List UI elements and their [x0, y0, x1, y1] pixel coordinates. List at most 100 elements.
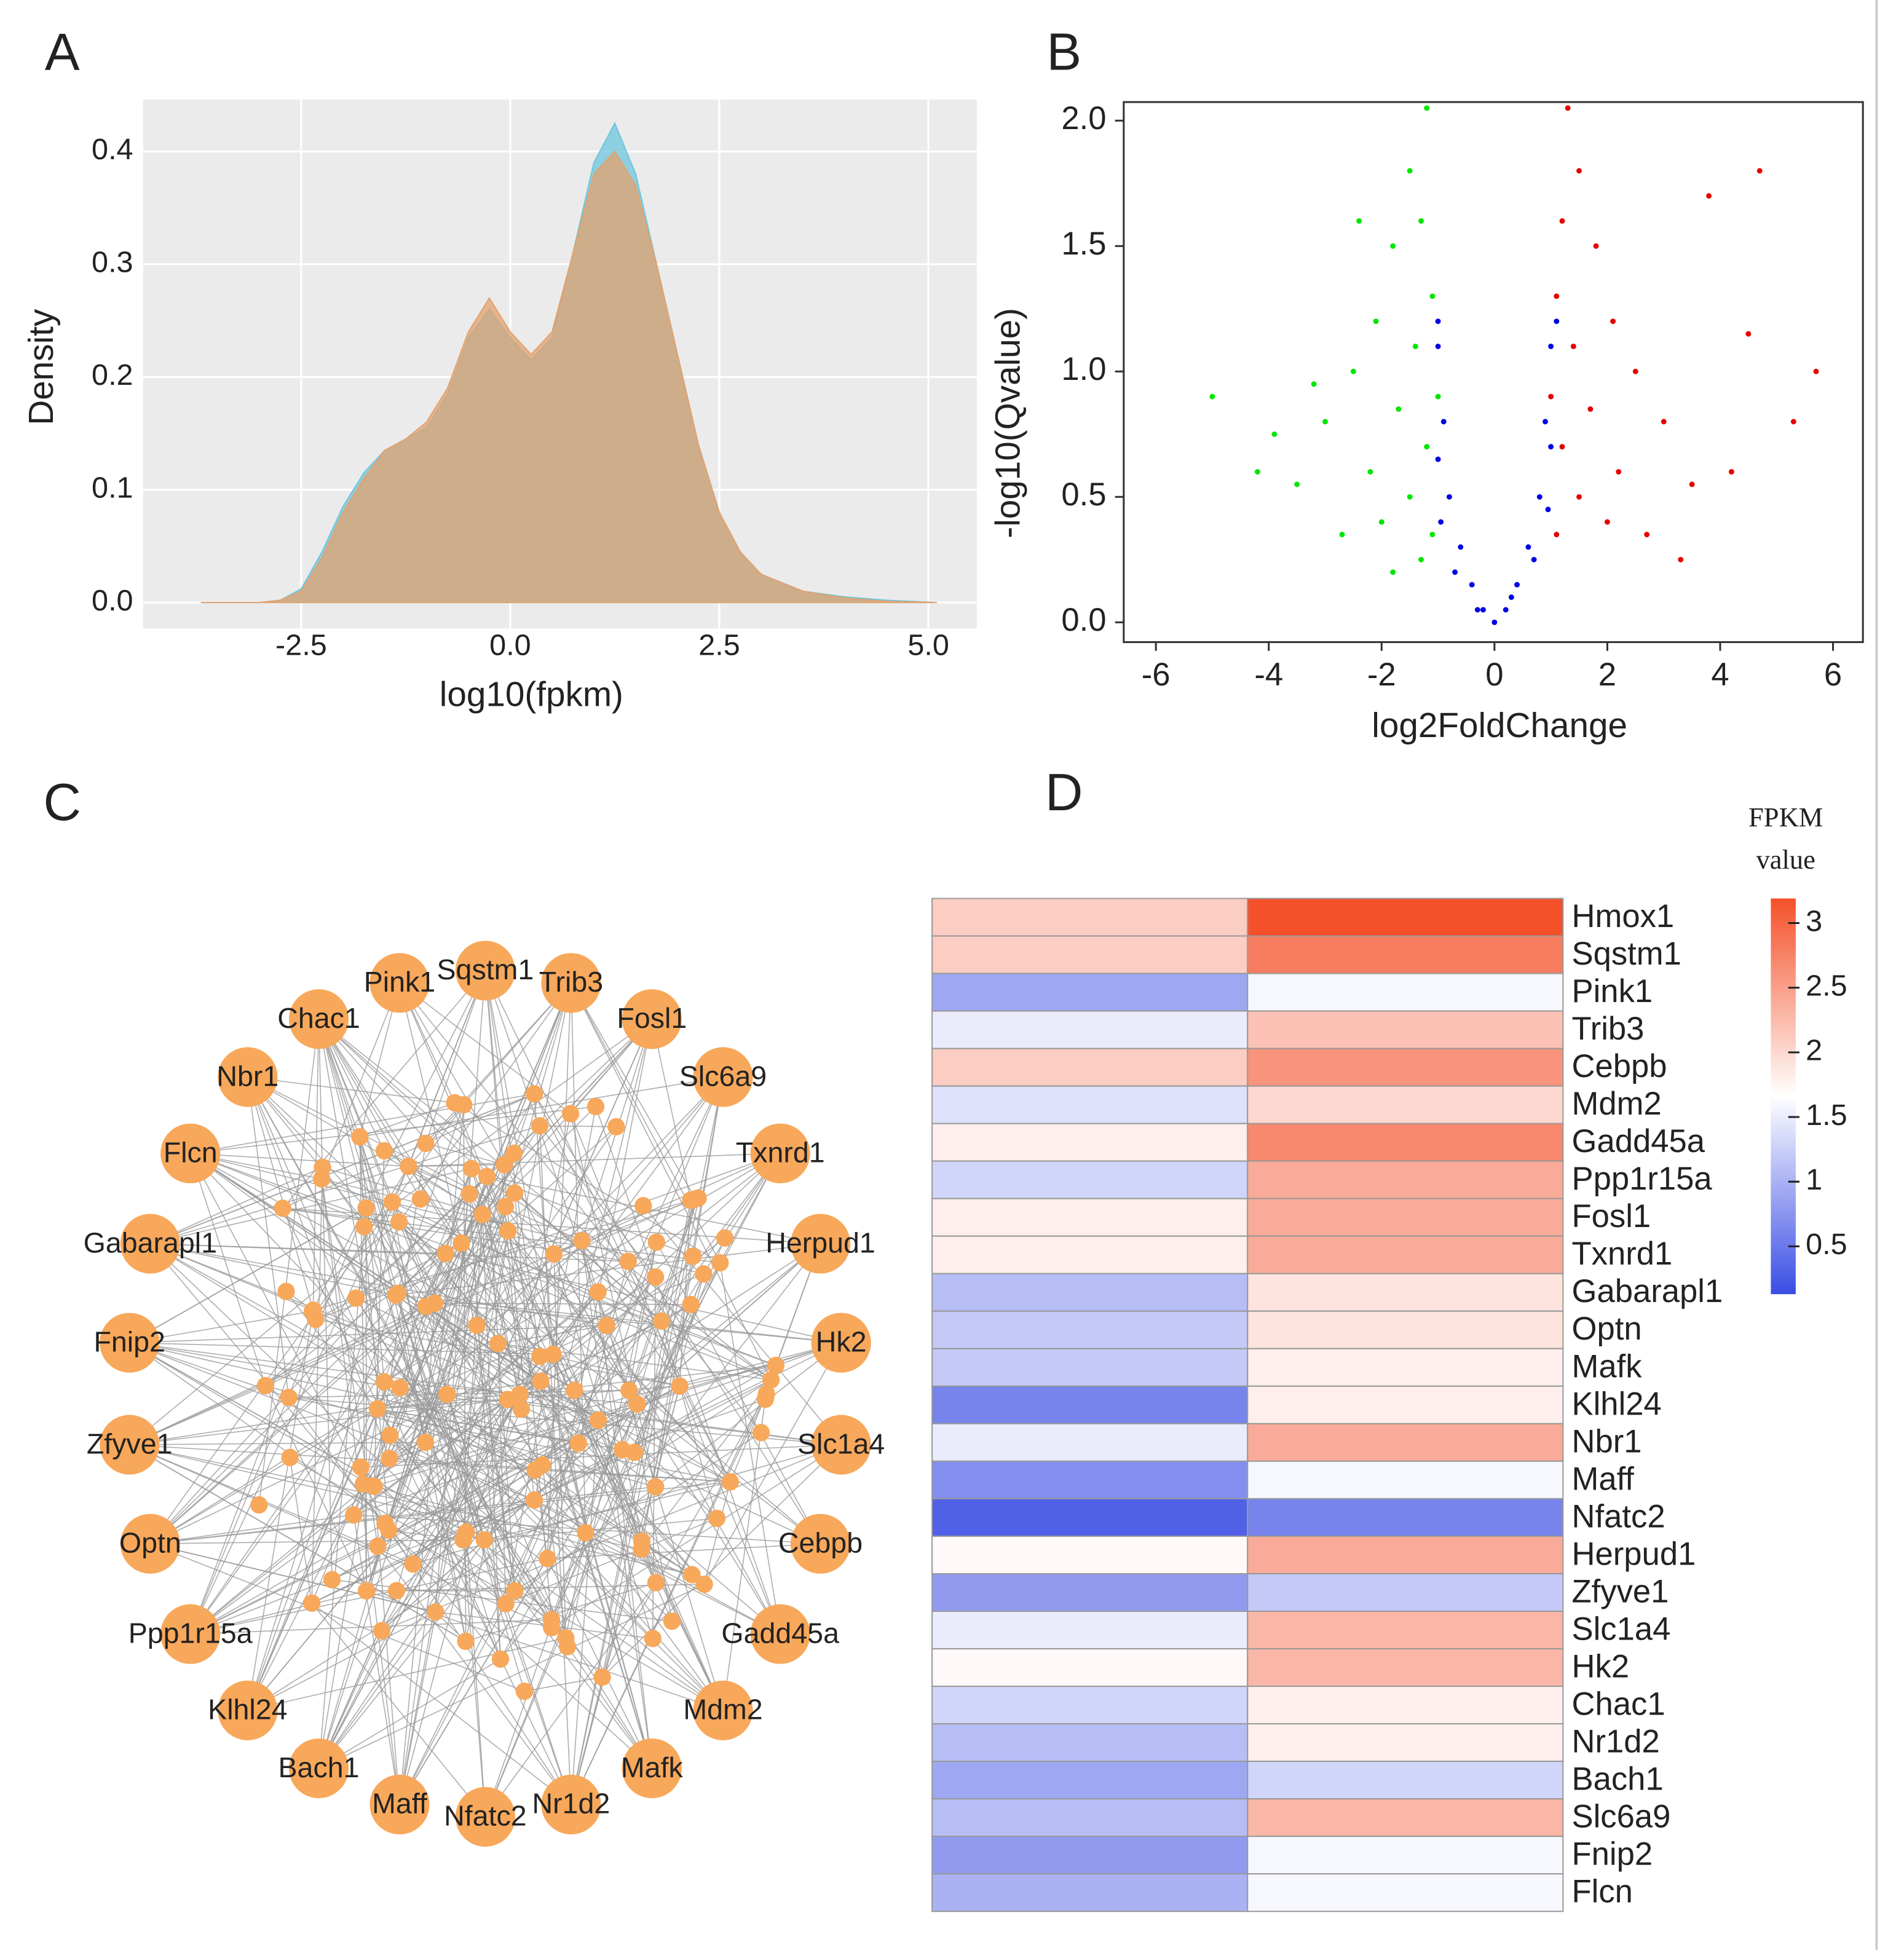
gene-node [160, 1604, 221, 1664]
edge [150, 1543, 525, 1692]
row-label: Gabarapl1 [1572, 1273, 1723, 1309]
heat-cell [1247, 973, 1564, 1012]
edge [679, 1365, 776, 1387]
small-node [496, 1156, 513, 1174]
small-node [387, 1582, 406, 1600]
edge [547, 1558, 653, 1769]
point [1576, 494, 1582, 500]
colorbar-title-box: FPKM value [1748, 802, 1823, 875]
edge [150, 1243, 396, 1296]
density-area [200, 150, 937, 604]
edge [598, 1242, 657, 1421]
heat-cell [1247, 1085, 1564, 1124]
edge [519, 1292, 599, 1395]
edge [318, 1019, 488, 1177]
point [1435, 456, 1441, 462]
panel-letter: C [44, 773, 81, 832]
gene-label: Txnrd1 [736, 1137, 825, 1169]
point [1514, 582, 1520, 588]
gene-label: Pink1 [364, 966, 435, 998]
edge [129, 1342, 520, 1395]
edge [289, 1457, 312, 1603]
edge [468, 1194, 501, 1659]
x-tick-label: 0 [1485, 657, 1503, 693]
gene-node [790, 1214, 851, 1274]
edge [703, 1482, 731, 1585]
heat-cell [931, 1836, 1249, 1875]
small-node [634, 1197, 652, 1215]
edge [539, 1356, 653, 1769]
small-node [526, 1461, 544, 1479]
heat-cell [1247, 1498, 1564, 1537]
edge [318, 1356, 540, 1769]
point [1790, 419, 1796, 425]
edge [282, 1093, 535, 1209]
edge [622, 1399, 766, 1450]
point [1491, 619, 1498, 625]
point [1745, 331, 1752, 337]
heat-cell [931, 1610, 1249, 1650]
small-node [390, 1213, 408, 1231]
small-node [376, 1373, 393, 1391]
edge [190, 1093, 535, 1154]
row-label: Chac1 [1572, 1686, 1665, 1722]
y-tick-label: 0.2 [92, 358, 133, 392]
edge [290, 1457, 724, 1711]
edge [150, 1486, 656, 1544]
small-node [478, 1167, 496, 1185]
heat-cell [1247, 1648, 1564, 1688]
edge [641, 1076, 724, 1550]
gene-node [622, 1738, 682, 1799]
small-node [683, 1566, 701, 1584]
heat-cell [931, 1198, 1249, 1237]
point [1610, 318, 1616, 325]
heat-cell [1247, 898, 1564, 937]
edge [150, 1243, 607, 1326]
edge [553, 1253, 638, 1405]
edge [465, 1582, 657, 1642]
heat-cell [1247, 1573, 1564, 1612]
small-node [577, 1523, 595, 1542]
edge [484, 1273, 705, 1817]
heat-cell [931, 1160, 1249, 1199]
small-node [351, 1128, 369, 1146]
edge [392, 1201, 772, 1381]
edge [484, 1198, 699, 1817]
small-node [545, 1245, 563, 1263]
edge [363, 1019, 652, 1228]
gene-label: Fnip2 [93, 1326, 165, 1358]
point [1616, 469, 1622, 475]
edge [408, 970, 486, 1167]
x-tick-label: -2.5 [275, 628, 327, 661]
edge [571, 982, 772, 1380]
edge [190, 1153, 409, 1167]
edge [355, 1297, 731, 1483]
small-node [525, 1491, 543, 1509]
edge [722, 1399, 766, 1711]
gene-label: Mafk [621, 1751, 684, 1783]
small-node [531, 1348, 549, 1365]
edge [719, 1262, 781, 1635]
gene-node [811, 1312, 871, 1373]
edge [247, 1168, 472, 1711]
small-node [380, 1522, 398, 1539]
small-node [682, 1191, 700, 1209]
small-node [355, 1218, 373, 1236]
edge [360, 1102, 455, 1138]
edge [524, 1676, 602, 1692]
edge [318, 1019, 333, 1580]
edge [318, 1019, 516, 1591]
edge [150, 1539, 464, 1544]
point [1604, 519, 1610, 525]
edge [247, 1076, 317, 1320]
edge [465, 1408, 522, 1533]
point [1559, 218, 1565, 224]
row-label: Optn [1572, 1311, 1642, 1347]
gene-node [120, 1214, 180, 1274]
small-node [620, 1381, 638, 1399]
edge [399, 1104, 465, 1805]
edge [462, 1214, 483, 1540]
edge [149, 1356, 540, 1544]
edge [318, 1019, 772, 1381]
